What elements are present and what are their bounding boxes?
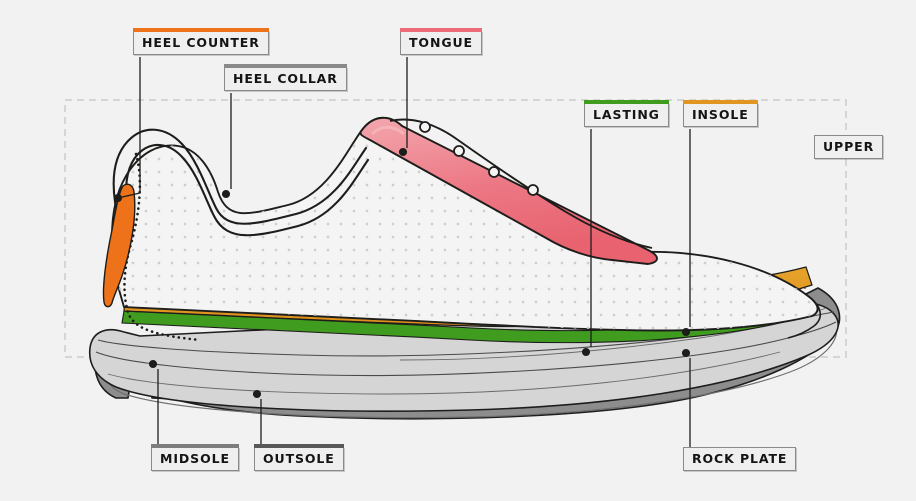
leader-tongue xyxy=(398,57,408,157)
leader-lasting xyxy=(581,129,592,357)
label-rock-plate[interactable]: ROCK PLATE xyxy=(683,447,797,471)
eyelet xyxy=(527,184,539,196)
upper-body xyxy=(111,116,819,332)
leader-dot-tongue xyxy=(398,147,408,157)
label-midsole[interactable]: MIDSOLE xyxy=(151,444,239,471)
leader-heel-collar xyxy=(221,93,232,199)
leader-heel-counter xyxy=(113,57,141,203)
leader-dot-heel-counter xyxy=(113,193,123,203)
label-upper[interactable]: UPPER xyxy=(814,135,884,159)
leader-dot-rock-plate xyxy=(681,348,691,358)
eyelet xyxy=(453,145,465,157)
label-insole[interactable]: INSOLE xyxy=(683,100,758,127)
label-heel-collar[interactable]: HEEL COLLAR xyxy=(224,64,347,91)
eyelet xyxy=(419,121,431,133)
leader-outsole xyxy=(252,389,262,447)
leader-rock-plate xyxy=(681,348,691,447)
heel-counter-shape xyxy=(102,183,136,308)
leader-dot-midsole xyxy=(148,359,158,369)
leader-insole xyxy=(681,129,691,337)
eyelet xyxy=(488,166,500,178)
leader-lines-group xyxy=(113,57,691,447)
leader-midsole xyxy=(148,359,159,447)
label-tongue[interactable]: TONGUE xyxy=(400,28,482,55)
heel-collar xyxy=(112,128,370,237)
eyelet-group xyxy=(419,121,539,196)
leader-dot-insole xyxy=(681,327,691,337)
leader-dot-lasting xyxy=(581,347,591,357)
leader-dot-heel-collar xyxy=(221,189,231,199)
label-outsole[interactable]: OUTSOLE xyxy=(254,444,344,471)
toe-bumper-edge xyxy=(787,295,821,339)
label-heel-counter[interactable]: HEEL COUNTER xyxy=(133,28,269,55)
leader-dot-outsole xyxy=(252,389,262,399)
label-lasting[interactable]: LASTING xyxy=(584,100,669,127)
inner-lining-dotted-line xyxy=(123,152,202,342)
